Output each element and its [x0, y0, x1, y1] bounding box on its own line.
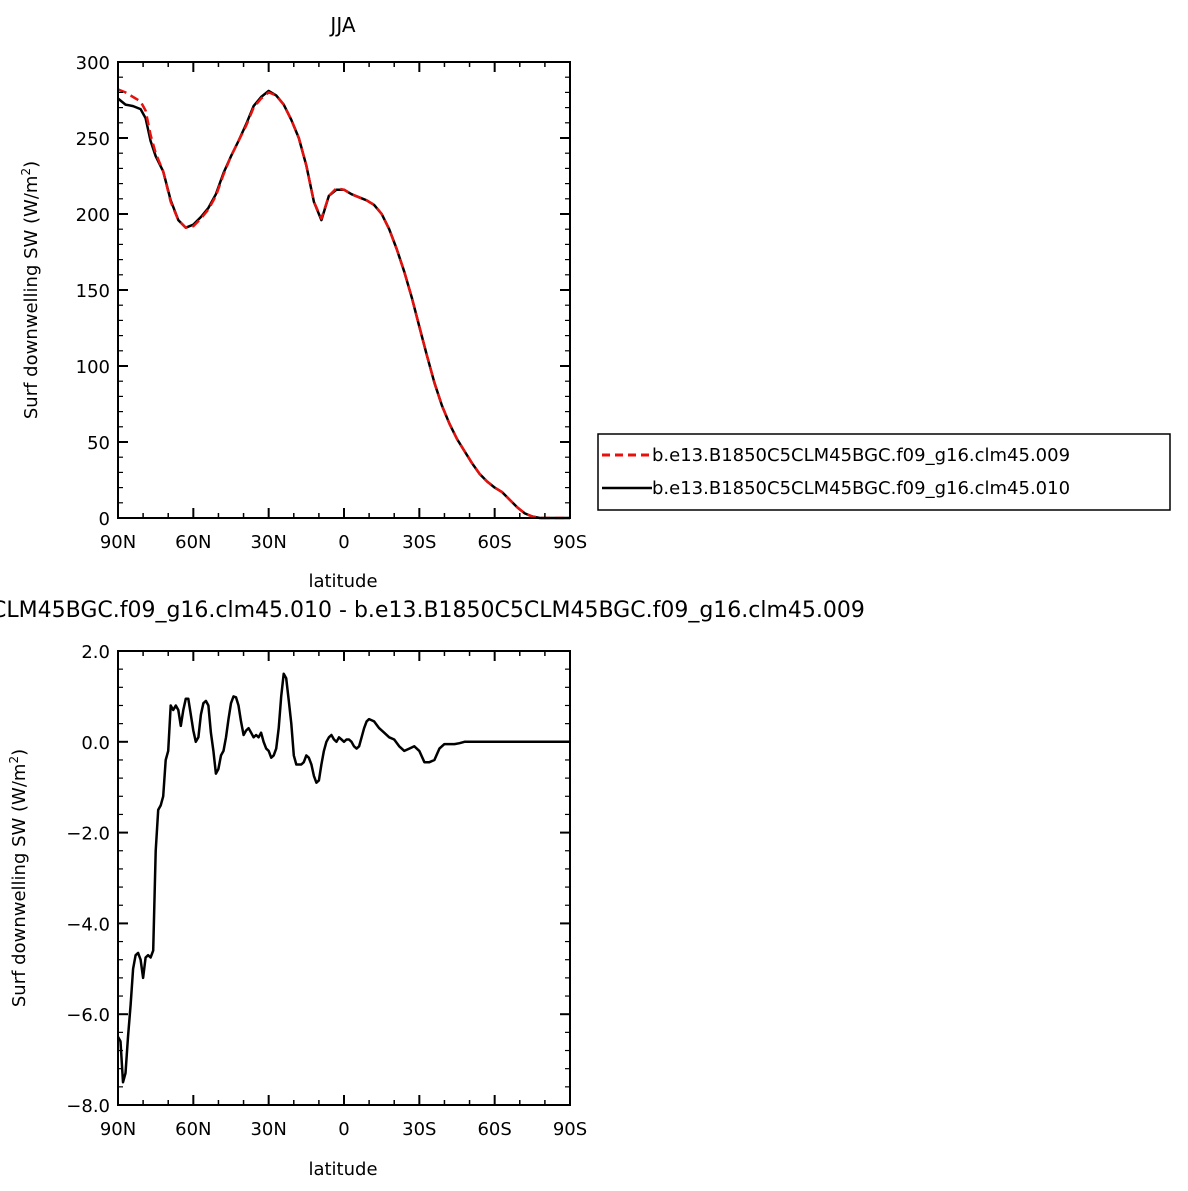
- x-tick-label: 60S: [477, 1119, 511, 1140]
- x-tick-label: 0: [338, 1119, 349, 1140]
- y-tick-label: 0: [99, 509, 110, 530]
- top-y-axis-label-superscript: 2: [19, 168, 33, 176]
- bottom-y-axis-label: Surf downwelling SW (W/m2): [7, 749, 30, 1007]
- x-tick-label: 30N: [250, 1119, 286, 1140]
- top-chart-title: JJA: [328, 13, 355, 37]
- y-tick-label: 150: [76, 281, 110, 302]
- top-plot-frame: [117, 61, 571, 519]
- top-chart-panel: JJA 90N 60N 30N 0 30S 60S 90S 0 50 100 150 200 250 30…: [19, 13, 1171, 592]
- legend-box: [597, 433, 1171, 511]
- top-y-axis-label-text: Surf downwelling SW (W/m: [21, 176, 42, 420]
- top-chart-legend: b.e13.B1850C5CLM45BGC.f09_g16.clm45.009 …: [597, 433, 1171, 511]
- y-tick-label: 300: [76, 53, 110, 74]
- y-tick-label: 200: [76, 205, 110, 226]
- y-tick-label: 2.0: [81, 642, 110, 663]
- y-tick-label: 250: [76, 129, 110, 150]
- series-line-1: [117, 88, 570, 520]
- series-line-1: [116, 672, 570, 1084]
- legend-label-series-2: b.e13.B1850C5CLM45BGC.f09_g16.clm45.010: [652, 478, 1070, 499]
- y-tick-label: 50: [87, 433, 110, 454]
- series-line-2: [117, 89, 570, 520]
- x-tick-label: 90N: [100, 1119, 136, 1140]
- legend-label-series-1: b.e13.B1850C5CLM45BGC.f09_g16.clm45.009: [652, 445, 1070, 466]
- bottom-chart-panel: b.e13.B1850C5CLM45BGC.f09_g16.clm45.010 …: [0, 598, 865, 1180]
- bottom-chart-title: b.e13.B1850C5CLM45BGC.f09_g16.clm45.010 …: [0, 598, 865, 623]
- y-tick-label: −4.0: [66, 914, 110, 935]
- x-tick-label: 60N: [175, 1119, 211, 1140]
- bottom-y-axis-label-close: ): [9, 749, 30, 756]
- x-tick-label: 30N: [250, 532, 286, 553]
- x-tick-label: 30S: [402, 532, 436, 553]
- x-tick-label: 60S: [477, 532, 511, 553]
- x-tick-label: 90N: [100, 532, 136, 553]
- x-tick-label: 90S: [553, 532, 587, 553]
- bottom-plot-frame: [117, 650, 571, 1106]
- bottom-x-axis-label: latitude: [308, 1159, 377, 1180]
- bottom-y-axis-label-text: Surf downwelling SW (W/m: [9, 764, 30, 1008]
- y-tick-label: −6.0: [66, 1005, 110, 1026]
- top-y-axis-label-close: ): [21, 161, 42, 168]
- x-tick-label: 90S: [553, 1119, 587, 1140]
- y-tick-label: 100: [76, 357, 110, 378]
- y-tick-label: −2.0: [66, 824, 110, 845]
- bottom-y-axis-label-superscript: 2: [7, 756, 21, 764]
- x-tick-label: 30S: [402, 1119, 436, 1140]
- y-tick-label: 0.0: [81, 733, 110, 754]
- x-tick-label: 0: [338, 532, 349, 553]
- top-y-axis-label: Surf downwelling SW (W/m2): [19, 161, 42, 419]
- x-tick-label: 60N: [175, 532, 211, 553]
- top-x-axis-label: latitude: [308, 571, 377, 592]
- y-tick-label: −8.0: [66, 1096, 110, 1117]
